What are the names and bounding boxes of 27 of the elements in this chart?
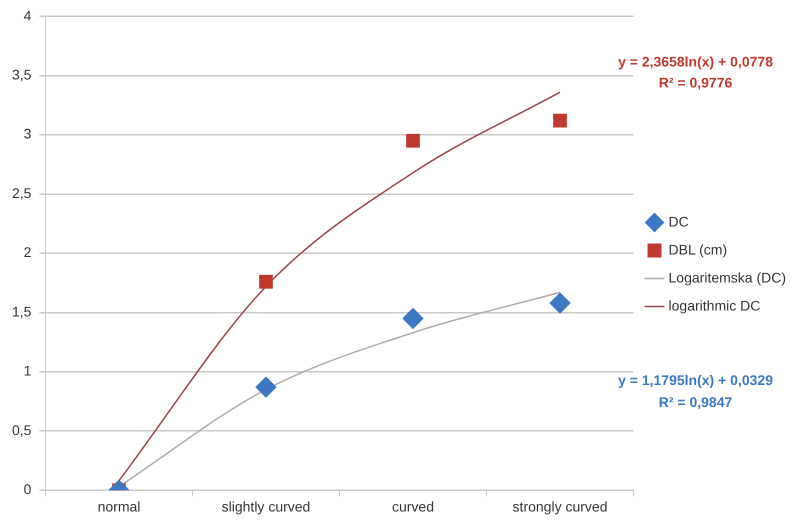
y-tick-label: 1,5 <box>12 303 32 320</box>
legend-label: DC <box>668 213 689 230</box>
legend-label: DBL (cm) <box>668 241 728 258</box>
x-tick-label: strongly curved <box>512 498 608 514</box>
y-tick-label: 2,5 <box>12 184 32 201</box>
legend-label: logarithmic DC <box>668 297 760 314</box>
y-tick-label: 3 <box>24 126 32 142</box>
y-tick-label: 1 <box>24 362 32 379</box>
y-tick-label: 0,5 <box>12 422 32 438</box>
x-tick-label: slightly curved <box>222 498 310 514</box>
y-tick-label: 4 <box>24 7 32 24</box>
text: R² = 0,9847 <box>658 394 733 410</box>
x-tick-label: curved <box>392 498 434 514</box>
x-tick-label: normal <box>98 498 140 514</box>
text: R² = 0,9776 <box>658 74 733 90</box>
point <box>402 308 424 329</box>
point <box>553 114 567 128</box>
point <box>259 274 273 289</box>
legend-label: Logaritemska (DC) <box>668 269 786 286</box>
y-tick-label: 3,5 <box>12 66 32 82</box>
point <box>550 292 571 314</box>
y-tick-label: 0 <box>24 481 32 498</box>
y-tick-label: 2 <box>24 244 32 260</box>
annotation: y = 1,1795ln(x) + 0,0329 <box>618 372 774 388</box>
point <box>255 376 276 398</box>
point <box>406 134 420 148</box>
annotation: y = 2,3658ln(x) + 0,0778 <box>618 53 774 70</box>
